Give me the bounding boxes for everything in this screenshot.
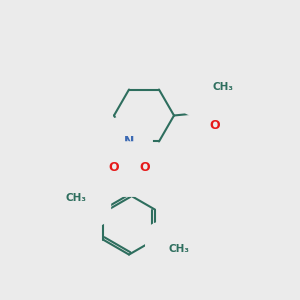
Text: HN: HN [196, 89, 214, 100]
Text: N: N [124, 135, 134, 148]
Text: S: S [124, 162, 134, 176]
Text: CH₃: CH₃ [169, 244, 190, 254]
Text: O: O [164, 240, 174, 253]
Text: O: O [209, 119, 220, 132]
Text: O: O [82, 195, 92, 208]
Text: O: O [139, 161, 150, 174]
Text: O: O [108, 161, 119, 174]
Text: CH₃: CH₃ [65, 193, 86, 202]
Text: CH₃: CH₃ [212, 82, 233, 92]
